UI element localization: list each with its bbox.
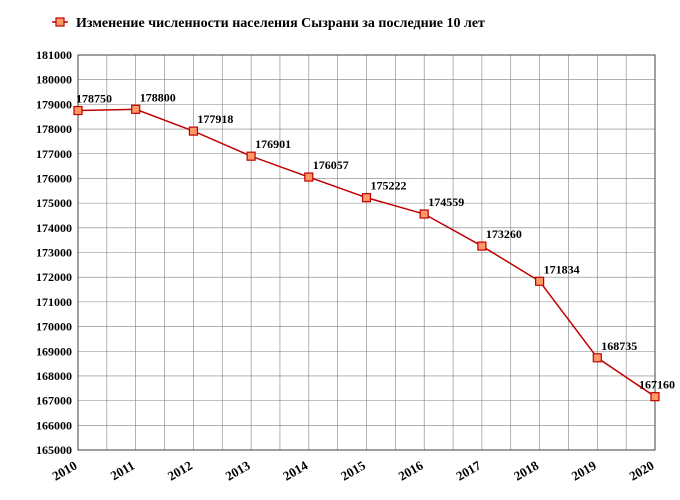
svg-text:172000: 172000 — [36, 270, 72, 284]
svg-text:177000: 177000 — [36, 147, 72, 161]
gridlines — [78, 55, 655, 450]
data-marker — [189, 127, 197, 135]
data-marker — [74, 107, 82, 115]
svg-text:179000: 179000 — [36, 97, 72, 111]
data-marker — [536, 277, 544, 285]
y-axis-labels: 165000 166000 167000 168000 169000 170000 1710… — [36, 48, 72, 457]
svg-text:169000: 169000 — [36, 344, 72, 358]
point-label: 167160 — [639, 378, 675, 392]
svg-text:180000: 180000 — [36, 73, 72, 87]
data-marker — [651, 393, 659, 401]
point-label: 173260 — [486, 227, 522, 241]
point-label: 168735 — [601, 339, 637, 353]
svg-text:167000: 167000 — [36, 394, 72, 408]
legend: Изменение численности населения Сызрани … — [52, 16, 485, 31]
population-chart: 165000 166000 167000 168000 169000 170000 1710… — [0, 0, 680, 500]
chart-svg: 165000 166000 167000 168000 169000 170000 1710… — [0, 0, 680, 500]
svg-text:176000: 176000 — [36, 171, 72, 185]
data-marker — [247, 152, 255, 160]
point-label: 177918 — [197, 112, 233, 126]
point-label: 171834 — [544, 262, 580, 276]
svg-text:173000: 173000 — [36, 246, 72, 260]
svg-text:171000: 171000 — [36, 295, 72, 309]
data-marker — [420, 210, 428, 218]
data-marker — [478, 242, 486, 250]
svg-text:165000: 165000 — [36, 443, 72, 457]
point-label: 176057 — [313, 158, 349, 172]
svg-text:168000: 168000 — [36, 369, 72, 383]
legend-label: Изменение численности населения Сызрани … — [76, 16, 485, 31]
data-marker — [305, 173, 313, 181]
svg-text:166000: 166000 — [36, 418, 72, 432]
svg-text:174000: 174000 — [36, 221, 72, 235]
point-label: 174559 — [428, 195, 464, 209]
point-label: 176901 — [255, 137, 291, 151]
data-marker — [132, 105, 140, 113]
point-label: 178750 — [76, 92, 112, 106]
point-label: 175222 — [371, 179, 407, 193]
svg-text:175000: 175000 — [36, 196, 72, 210]
data-marker — [593, 354, 601, 362]
svg-text:181000: 181000 — [36, 48, 72, 62]
svg-text:170000: 170000 — [36, 320, 72, 334]
point-label: 178800 — [140, 90, 176, 104]
data-marker — [363, 194, 371, 202]
legend-marker — [56, 18, 64, 26]
svg-text:178000: 178000 — [36, 122, 72, 136]
